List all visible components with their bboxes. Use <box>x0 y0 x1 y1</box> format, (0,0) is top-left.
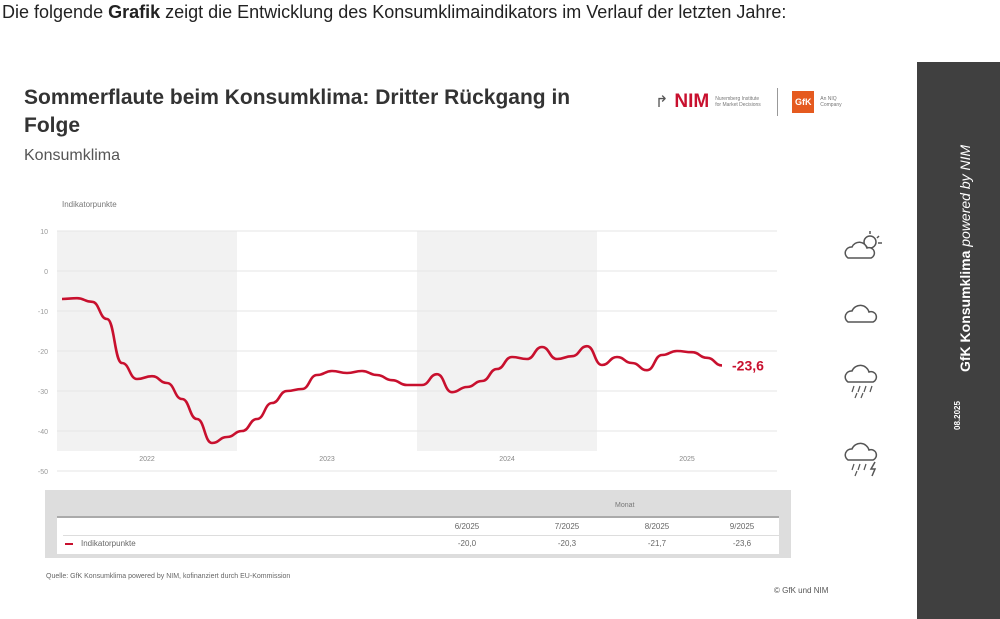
x-tick-label: 2022 <box>139 456 155 463</box>
y-tick-label: -30 <box>38 389 48 396</box>
y-tick-label: -20 <box>38 349 48 356</box>
copyright: © GfK und NIM <box>774 586 829 595</box>
last-value-label: -23,6 <box>732 357 764 373</box>
y-axis-label: Indikatorpunkte <box>62 200 117 209</box>
col-header: 7/2025 <box>554 522 580 531</box>
side-panel: GfK Konsumklima powered by NIM 08.2025 <box>917 62 1000 619</box>
nim-subtitle: Nuremberg Institute for Market Decisions <box>715 96 761 108</box>
x-tick-label: 2024 <box>499 456 515 463</box>
col-header: 8/2025 <box>644 522 670 531</box>
rain-cloud-icon <box>844 364 878 399</box>
gfk-subtitle: An NIQ Company <box>820 96 842 108</box>
table-body: 6/2025 7/2025 8/2025 9/2025 Indikatorpun… <box>57 516 785 554</box>
legend-marker <box>65 543 73 545</box>
series-line-indikatorpunkte <box>61 296 723 445</box>
sun-cloud-icon <box>844 231 882 259</box>
year-band <box>57 231 237 451</box>
y-tick-label: -50 <box>38 469 48 476</box>
table-value: -20,0 <box>457 539 477 548</box>
table-value: -21,7 <box>647 539 667 548</box>
logos: ↱ NIM Nuremberg Institute for Market Dec… <box>655 86 850 118</box>
x-tick-label: 2025 <box>679 456 695 463</box>
intro-post: zeigt die Entwicklung des Konsumklimaind… <box>160 2 787 22</box>
data-table: Monat 6/2025 7/2025 8/2025 9/2025 Indika… <box>45 490 791 558</box>
chart-title: Sommerflaute beim Konsumklima: Dritter R… <box>24 86 571 137</box>
side-title-rest: powered by NIM <box>957 144 973 251</box>
col-header: 9/2025 <box>729 522 755 531</box>
thunderstorm-icon <box>844 442 878 477</box>
intro-text: Die folgende Grafik zeigt die Entwicklun… <box>2 2 786 23</box>
side-title: GfK Konsumklima powered by NIM <box>957 145 973 372</box>
table-value: -23,6 <box>732 539 752 548</box>
chart-subtitle: Konsumklima <box>24 147 121 164</box>
y-tick-label: 0 <box>44 269 48 276</box>
col-header: 6/2025 <box>454 522 480 531</box>
nim-arrow-icon: ↱ <box>655 94 669 111</box>
y-tick-label: 10 <box>40 229 48 236</box>
line-chart: 10 0 -10 -20 -30 -40 -50 2022 2023 2024 2025 Indik… <box>38 200 777 476</box>
table-header-monat: Monat <box>615 502 635 509</box>
side-title-bold: GfK Konsumklima <box>957 250 973 372</box>
intro-bold: Grafik <box>108 2 161 22</box>
y-tick-label: -10 <box>38 309 48 316</box>
logo-divider <box>777 88 779 116</box>
nim-logo: NIM <box>674 91 710 112</box>
y-tick-label: -40 <box>38 429 48 436</box>
year-band <box>417 231 597 451</box>
table-value: -20,3 <box>557 539 577 548</box>
gfk-logo: GfK <box>792 91 815 113</box>
x-tick-label: 2023 <box>319 456 335 463</box>
source-note: Quelle: GfK Konsumklima powered by NIM, … <box>46 573 291 580</box>
intro-pre: Die folgende <box>2 2 109 22</box>
cloud-icon <box>844 304 878 323</box>
side-date: 08.2025 <box>953 401 962 430</box>
row-label: Indikatorpunkte <box>81 539 136 548</box>
